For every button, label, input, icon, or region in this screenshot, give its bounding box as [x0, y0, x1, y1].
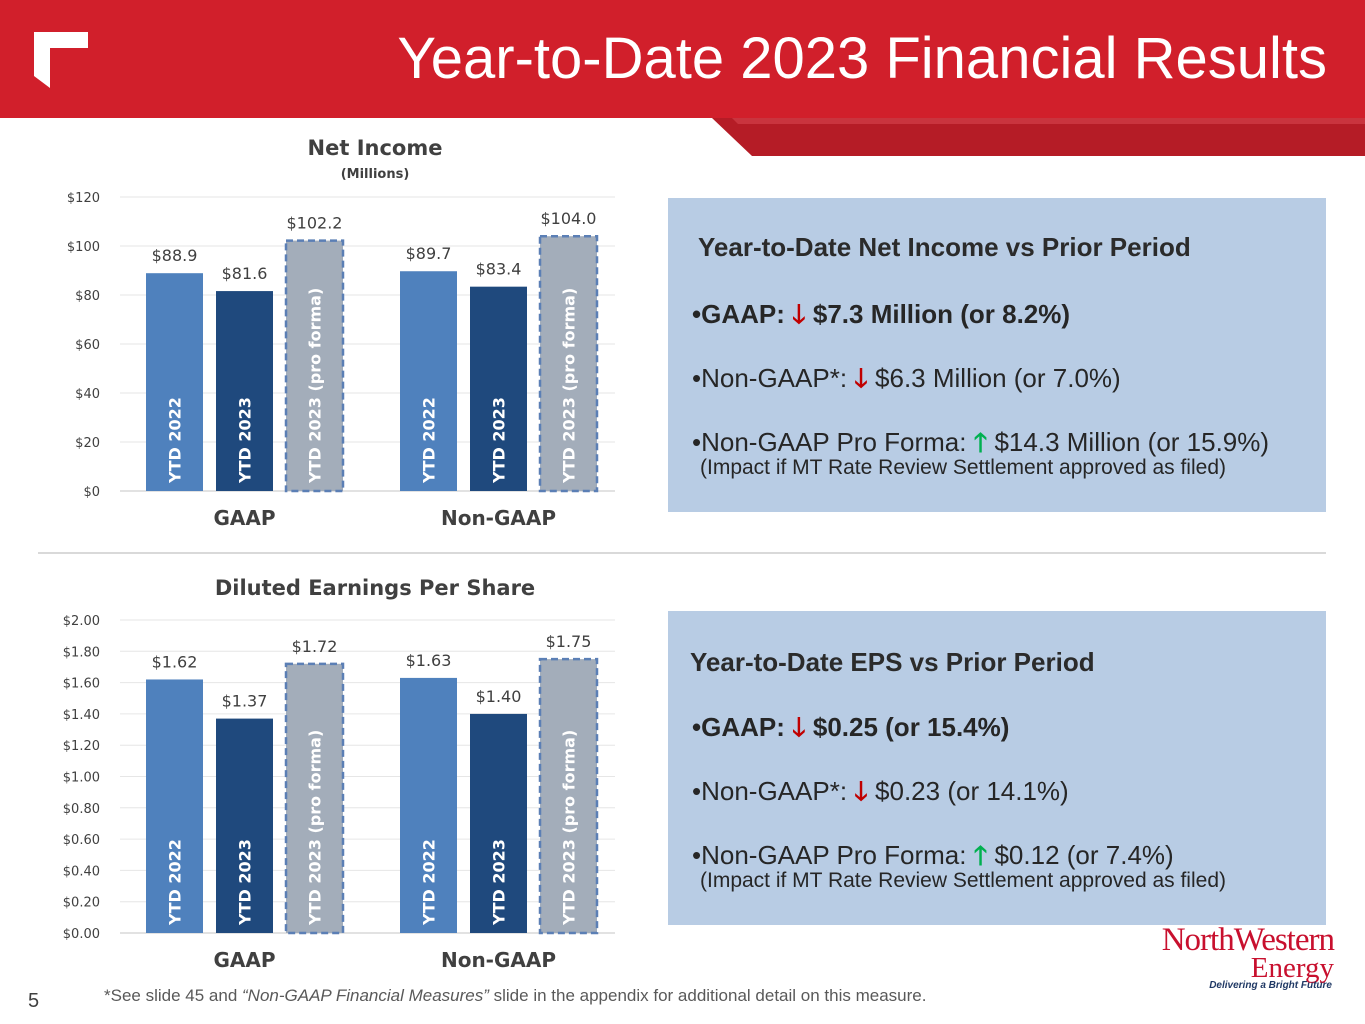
bar-series-label: YTD 2022	[166, 397, 185, 484]
y-tick-label: $80	[75, 289, 100, 304]
y-tick-label: $1.00	[63, 771, 100, 786]
y-tick-label: $0.00	[63, 927, 100, 942]
northwestern-energy-logo: NorthWestern Energy Delivering a Bright …	[1138, 922, 1338, 998]
section-divider	[38, 552, 1326, 554]
data-label: $1.63	[406, 651, 452, 670]
y-tick-label: $1.60	[63, 677, 100, 692]
bar	[146, 679, 203, 933]
bar	[284, 662, 345, 935]
bar-series-label: YTD 2023 (pro forma)	[306, 288, 325, 484]
bar-series-label: YTD 2023 (pro forma)	[560, 288, 579, 484]
data-label: $1.40	[476, 687, 522, 706]
bar-series-label: YTD 2023	[490, 397, 509, 484]
chart-title: Net Income	[308, 136, 443, 160]
bar-series-label: YTD 2023	[236, 397, 255, 484]
y-tick-label: $120	[67, 191, 100, 206]
data-label: $1.62	[152, 652, 198, 671]
eps-nongaap-line: •Non-GAAP*: 🡓 $0.23 (or 14.1%)	[692, 776, 1069, 806]
net-income-nongaap-line: •Non-GAAP*: 🡓 $6.3 Million (or 7.0%)	[692, 363, 1121, 393]
bar	[400, 677, 457, 933]
eps-proforma-line: •Non-GAAP Pro Forma: 🡑 $0.12 (or 7.4%)	[692, 840, 1174, 870]
y-tick-label: $1.80	[63, 645, 100, 660]
decorative-stripe	[712, 118, 1365, 156]
y-tick-label: $40	[75, 387, 100, 402]
header-banner: Year-to-Date 2023 Financial Results	[0, 0, 1365, 118]
page-number: 5	[28, 990, 40, 1012]
corner-logo-icon	[34, 32, 88, 88]
bar	[216, 291, 273, 491]
net-income-summary-box: Year-to-Date Net Income vs Prior Period …	[668, 198, 1326, 512]
logo-line1: NorthWestern	[1161, 922, 1335, 958]
bar-series-label: YTD 2023 (pro forma)	[306, 730, 325, 926]
data-label: $88.9	[152, 246, 198, 265]
bar-series-label: YTD 2023	[490, 839, 509, 926]
chart-subtitle: (Millions)	[341, 167, 410, 182]
logo-tagline: Delivering a Bright Future	[1209, 980, 1332, 991]
bar	[470, 286, 527, 491]
y-tick-label: $2.00	[63, 614, 100, 629]
up-arrow-icon: 🡑	[973, 840, 988, 870]
eps-gaap-line: •GAAP: 🡓 $0.25 (or 15.4%)	[692, 712, 1010, 742]
bar	[538, 234, 599, 493]
bar-series-label: YTD 2022	[166, 839, 185, 926]
category-label: Non-GAAP	[441, 506, 556, 530]
up-arrow-icon: 🡑	[973, 427, 988, 457]
net-income-chart: Net Income (Millions) $0 $20 $40 $60 $80 $100 $1…	[30, 130, 630, 540]
y-tick-label: $0	[83, 485, 100, 500]
y-tick-label: $0.80	[63, 802, 100, 817]
bar-series-label: YTD 2022	[420, 839, 439, 926]
bar-series-label: YTD 2023	[236, 839, 255, 926]
eps-summary-box: Year-to-Date EPS vs Prior Period •GAAP: …	[668, 611, 1326, 925]
bar	[146, 273, 203, 491]
category-label: GAAP	[213, 948, 275, 972]
y-tick-label: $100	[67, 240, 100, 255]
down-arrow-icon: 🡓	[854, 776, 868, 806]
net-income-box-title: Year-to-Date Net Income vs Prior Period	[698, 232, 1191, 262]
category-label: GAAP	[213, 506, 275, 530]
data-label: $1.72	[292, 637, 338, 656]
net-income-note: (Impact if MT Rate Review Settlement app…	[700, 456, 1226, 479]
y-tick-label: $0.40	[63, 864, 100, 879]
bar-series-label: YTD 2023 (pro forma)	[560, 730, 579, 926]
footnote: *See slide 45 and “Non-GAAP Financial Me…	[104, 986, 927, 1005]
y-tick-label: $1.40	[63, 708, 100, 723]
category-label: Non-GAAP	[441, 948, 556, 972]
page-title: Year-to-Date 2023 Financial Results	[397, 26, 1327, 91]
down-arrow-icon: 🡓	[792, 299, 806, 329]
y-tick-label: $0.20	[63, 896, 100, 911]
bar	[400, 271, 457, 491]
chart-title: Diluted Earnings Per Share	[215, 576, 535, 600]
y-tick-label: $1.20	[63, 739, 100, 754]
data-label: $104.0	[541, 209, 597, 228]
net-income-proforma-line: •Non-GAAP Pro Forma: 🡑 $14.3 Million (or…	[692, 427, 1270, 457]
data-label: $89.7	[406, 244, 452, 263]
data-label: $1.75	[546, 632, 592, 651]
eps-chart: Diluted Earnings Per Share $0.00 $0.20 $0.4…	[30, 570, 630, 980]
bar	[470, 713, 527, 933]
down-arrow-icon: 🡓	[792, 712, 806, 742]
down-arrow-icon: 🡓	[854, 363, 868, 393]
data-label: $1.37	[222, 692, 268, 711]
data-label: $83.4	[476, 260, 522, 279]
y-tick-label: $0.60	[63, 833, 100, 848]
bar-series-label: YTD 2022	[420, 397, 439, 484]
net-income-gaap-line: •GAAP: 🡓 $7.3 Million (or 8.2%)	[692, 299, 1071, 329]
bar	[538, 657, 599, 935]
y-tick-label: $20	[75, 436, 100, 451]
data-label: $102.2	[287, 214, 343, 233]
y-tick-label: $60	[75, 338, 100, 353]
bar	[284, 239, 345, 493]
logo-line2: Energy	[1250, 952, 1334, 984]
eps-note: (Impact if MT Rate Review Settlement app…	[700, 869, 1226, 892]
eps-box-title: Year-to-Date EPS vs Prior Period	[690, 647, 1095, 677]
bar	[216, 718, 273, 933]
data-label: $81.6	[222, 264, 268, 283]
